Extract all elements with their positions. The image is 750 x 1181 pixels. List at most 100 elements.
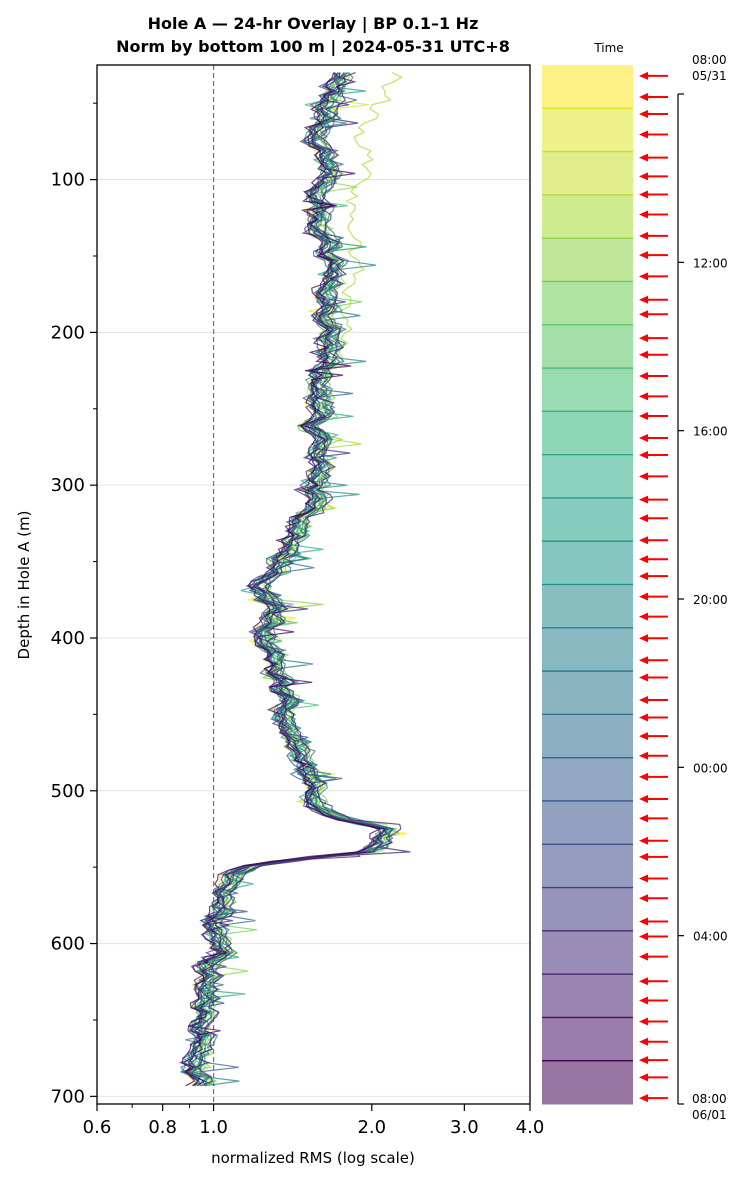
event-arrow [639,592,668,601]
colorbar-band [542,671,633,715]
event-arrow [639,1073,668,1082]
event-arrow [639,1094,668,1103]
event-arrows [639,71,668,1103]
event-arrow [639,495,668,504]
x-tick-label: 0.6 [83,1117,112,1138]
event-arrow [639,93,668,102]
colorbar-band [542,1060,633,1105]
event-arrow [639,894,668,903]
chart-title-line2: Norm by bottom 100 m | 2024-05-31 UTC+8 [116,37,510,57]
event-arrow [639,996,668,1005]
colorbar-band [542,497,633,542]
event-arrow [639,310,668,319]
event-arrow [639,514,668,523]
event-arrow [639,612,668,621]
y-tick-label: 600 [51,934,85,955]
colorbar-band [542,194,633,239]
chart-title-line1: Hole A — 24-hr Overlay | BP 0.1–1 Hz [148,14,479,34]
x-axis-label: normalized RMS (log scale) [211,1149,415,1167]
y-tick-label: 200 [51,322,85,343]
event-arrow [639,109,668,118]
plot-area: 0.6 0.8 1.0 2.0 3.0 4.0 100 200 300 400 500 600 700 [51,64,545,1138]
x-tick-label: 1.0 [199,1117,228,1138]
event-arrow [639,130,668,139]
event-arrow [639,450,668,459]
y-axis-label: Depth in Hole A (m) [15,511,33,660]
colorbar-band [542,974,633,1018]
time-tick-label: 04:00 [693,930,728,944]
time-tick-label: 12:00 [693,256,728,270]
colorbar-label: Time [593,41,623,55]
event-arrow [639,852,668,861]
event-arrow [639,210,668,219]
colorbar-band [542,368,633,412]
colorbar-band [542,108,633,153]
profile-curve [196,72,411,1087]
time-colorbar: 12:00 16:00 20:00 00:00 04:00 [542,65,728,1105]
event-arrow [639,231,668,240]
event-arrow [639,713,668,722]
event-arrow [639,1037,668,1046]
event-arrow [639,190,668,199]
colorbar-band [542,65,633,109]
profile-curves [178,72,411,1087]
colorbar-top-date: 05/31 [692,69,727,83]
colorbar-band [542,238,633,282]
colorbar-band [542,714,633,759]
event-arrow [639,673,668,682]
colorbar-band [542,844,633,889]
colorbar-band [542,627,633,672]
event-arrow [639,572,668,581]
event-arrow [639,251,668,260]
event-arrow [639,634,668,643]
colorbar-band [542,454,633,499]
colorbar-band [542,151,633,196]
colorbar-band [542,930,633,975]
time-tick-label: 00:00 [693,761,728,775]
time-tick-label: 16:00 [693,425,728,439]
colorbar-band [542,281,633,326]
event-arrow [639,334,668,343]
event-arrow [639,952,668,961]
event-arrow [639,751,668,760]
event-arrow [639,932,668,941]
plot-frame [96,64,531,1105]
profile-curve [183,72,387,1087]
x-tick-label: 2.0 [357,1117,386,1138]
event-arrow [639,412,668,421]
event-arrow [639,555,668,564]
event-arrow [639,295,668,304]
event-arrow [639,153,668,162]
event-arrow [639,272,668,281]
event-arrow [639,392,668,401]
colorbar-band [542,800,633,845]
y-tick-label: 100 [51,170,85,191]
x-tick-label: 3.0 [450,1117,479,1138]
event-arrow [639,350,668,359]
event-arrow [639,536,668,545]
event-arrow [639,1056,668,1065]
y-tick-label: 400 [51,628,85,649]
colorbar-band [542,541,633,585]
event-arrow [639,433,668,442]
event-arrow [639,172,668,181]
event-arrow [639,814,668,823]
colorbar-band [542,887,633,932]
event-arrow [639,836,668,845]
event-arrow [639,372,668,381]
event-arrow [639,795,668,804]
x-tick-label: 4.0 [516,1117,545,1138]
profile-curve [189,72,388,1086]
colorbar-bottom-time: 08:00 [692,1092,727,1106]
y-tick-label: 700 [51,1086,85,1107]
event-arrow [639,977,668,986]
event-arrow [639,874,668,883]
event-arrow [639,656,668,665]
colorbar-top-time: 08:00 [692,53,727,67]
event-arrow [639,71,668,80]
event-arrow [639,772,668,781]
event-arrow [639,1017,668,1026]
event-arrow [639,917,668,926]
y-tick-label: 300 [51,475,85,496]
time-tick-label: 20:00 [693,593,728,607]
